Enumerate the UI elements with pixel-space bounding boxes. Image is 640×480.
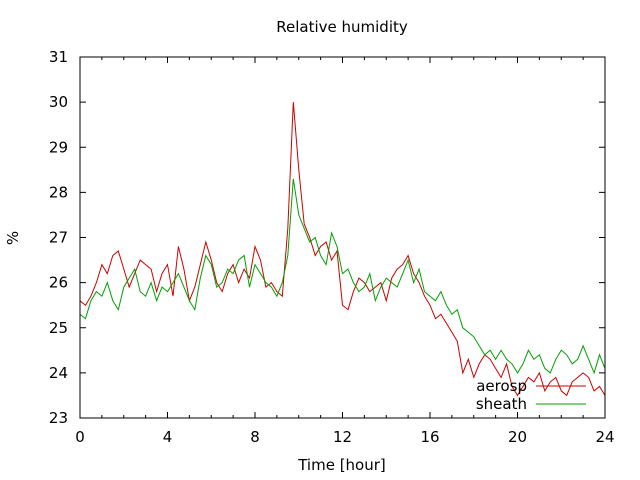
series-line-sheath (79, 178, 606, 375)
plot-frame (79, 56, 606, 419)
y-tick-label: 24 (49, 364, 68, 382)
x-tick-label: 12 (333, 428, 352, 446)
x-tick-label: 16 (420, 428, 439, 446)
x-axis: 0 4 8 12 16 20 24 (75, 57, 615, 446)
y-axis: 23 24 25 26 27 28 29 30 31 (49, 48, 605, 427)
x-tick-label: 20 (508, 428, 527, 446)
x-tick-label: 0 (75, 428, 85, 446)
y-tick-label: 30 (49, 93, 68, 111)
y-axis-label: % (4, 231, 22, 245)
y-tick-label: 31 (49, 48, 68, 66)
series-line-aerosp (79, 102, 606, 397)
y-tick-label: 29 (49, 138, 68, 156)
y-tick-label: 26 (49, 274, 68, 292)
x-axis-label: Time [hour] (297, 456, 386, 474)
x-tick-label: 4 (163, 428, 173, 446)
y-tick-label: 28 (49, 183, 68, 201)
legend-label-aerosp: aerosp (476, 377, 527, 395)
legend-label-sheath: sheath (476, 395, 527, 413)
x-tick-label: 24 (595, 428, 614, 446)
chart-title: Relative humidity (276, 18, 408, 36)
plot-series-group (79, 102, 606, 397)
y-tick-label: 23 (49, 409, 68, 427)
y-tick-label: 27 (49, 229, 68, 247)
x-tick-label: 8 (250, 428, 260, 446)
y-tick-label: 25 (49, 319, 68, 337)
